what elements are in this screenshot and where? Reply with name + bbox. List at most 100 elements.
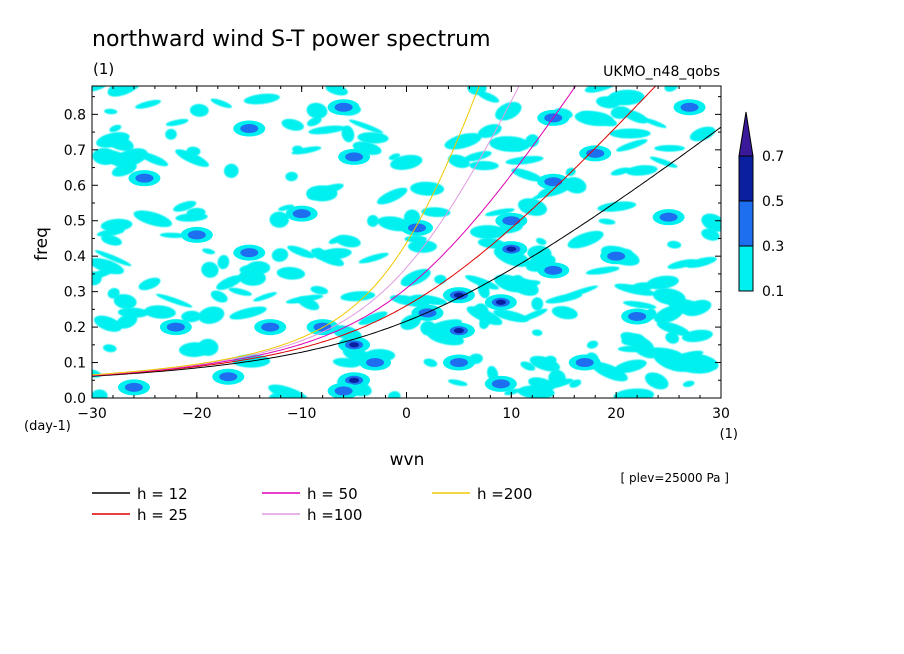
- power-patch: [306, 186, 323, 201]
- x-tick-label: 30: [712, 406, 730, 422]
- colorbar-label: 0.1: [762, 284, 784, 300]
- power-patch: [678, 362, 713, 374]
- power-patch: [448, 379, 468, 387]
- power-patch: [341, 125, 355, 143]
- power-patch: [308, 125, 346, 135]
- power-patch: [485, 208, 515, 217]
- power-patch: [477, 124, 502, 138]
- power-patch: [470, 225, 506, 239]
- power-patch: [116, 313, 138, 329]
- power-patch: [388, 391, 401, 398]
- power-patch: [111, 162, 137, 177]
- y-tick-label: 0.1: [64, 356, 86, 372]
- colorbar-segment: [738, 200, 754, 247]
- x-axis: −30 −20 −10 0 10 20 30: [77, 86, 730, 422]
- power-patch: [667, 240, 682, 249]
- power-patch: [101, 234, 122, 246]
- peak-mid: [607, 251, 626, 261]
- legend-entry: h = 25: [137, 506, 188, 524]
- power-patch: [616, 139, 648, 152]
- dispersion-curve: [92, 86, 577, 376]
- power-patch: [106, 135, 134, 151]
- peak-mid: [680, 102, 699, 112]
- peak-mid: [659, 212, 678, 222]
- chart-title: northward wind S-T power spectrum: [92, 27, 491, 52]
- power-patch: [144, 305, 176, 319]
- power-patch: [512, 145, 523, 152]
- peak-mid: [334, 102, 353, 112]
- power-patch: [102, 150, 129, 167]
- power-patch: [614, 359, 647, 374]
- dispersion-curves: [92, 86, 721, 377]
- power-patch: [642, 117, 667, 128]
- legend-entry: h =200: [477, 485, 532, 503]
- peak-mid: [502, 216, 521, 226]
- power-patch: [201, 261, 219, 278]
- y-axis-label: freq: [32, 227, 52, 261]
- power-patch: [175, 149, 209, 167]
- x-axis-label: wvn: [390, 450, 425, 470]
- peak-mid: [135, 173, 154, 183]
- power-patch: [228, 287, 252, 296]
- power-patch: [224, 163, 239, 179]
- power-patch: [579, 111, 618, 127]
- power-patch: [357, 132, 389, 144]
- power-patch: [297, 296, 320, 311]
- peak-core: [495, 299, 506, 305]
- y-tick-label: 0.4: [64, 249, 86, 265]
- peak-mid: [449, 358, 468, 368]
- power-patch: [328, 236, 343, 244]
- colorbar-label: 0.7: [762, 149, 784, 165]
- power-patch: [92, 389, 108, 398]
- power-patch: [563, 177, 587, 194]
- peak-mid: [407, 223, 426, 233]
- y-tick-label: 0.5: [64, 214, 86, 230]
- y-tick-label: 0.0: [64, 391, 86, 407]
- power-patch: [198, 306, 225, 324]
- peak-core: [453, 328, 464, 334]
- power-patch: [202, 248, 216, 255]
- colorbar: 0.1 0.3 0.5 0.7: [738, 111, 784, 300]
- power-patch: [447, 154, 470, 169]
- power-patch: [100, 218, 133, 232]
- peak-mid: [124, 382, 143, 392]
- power-patch: [586, 340, 599, 349]
- power-patch: [548, 369, 566, 387]
- power-patch: [358, 311, 388, 325]
- plev-note: [ plev=25000 Pa ]: [620, 471, 729, 485]
- power-patch: [243, 93, 280, 105]
- power-patch: [463, 151, 492, 162]
- power-patch: [287, 245, 316, 259]
- colorbar-arrow: [738, 111, 754, 157]
- peak-core: [506, 246, 517, 252]
- power-patch: [173, 200, 197, 212]
- power-patch: [517, 385, 555, 398]
- power-patch: [276, 266, 306, 280]
- peak-core: [349, 377, 360, 383]
- x-tick-label: 20: [607, 406, 625, 422]
- x-tick-label: −20: [182, 406, 212, 422]
- peak-mid: [240, 124, 259, 134]
- power-patch: [682, 380, 695, 388]
- y-axis: 0.0 0.1 0.2 0.3 0.4 0.5 0.6 0.7 0.8: [64, 96, 721, 407]
- power-patch: [617, 345, 648, 353]
- power-patch: [598, 218, 616, 225]
- peak-mid: [166, 322, 185, 332]
- power-patch: [649, 347, 683, 358]
- dispersion-curve: [92, 86, 480, 376]
- power-patch: [340, 291, 376, 302]
- power-patch: [607, 89, 645, 106]
- x-tick-label: −30: [77, 406, 107, 422]
- y-tick-label: 0.8: [64, 107, 86, 123]
- power-patch: [210, 98, 232, 109]
- power-patch: [285, 171, 298, 182]
- power-patch: [613, 388, 655, 398]
- power-peaks: [117, 99, 706, 398]
- power-patch: [216, 275, 243, 290]
- colorbar-segment: [738, 245, 754, 292]
- x-tick-label: −10: [287, 406, 317, 422]
- power-patch: [278, 204, 294, 211]
- power-patch: [133, 210, 173, 228]
- power-patch: [210, 290, 228, 303]
